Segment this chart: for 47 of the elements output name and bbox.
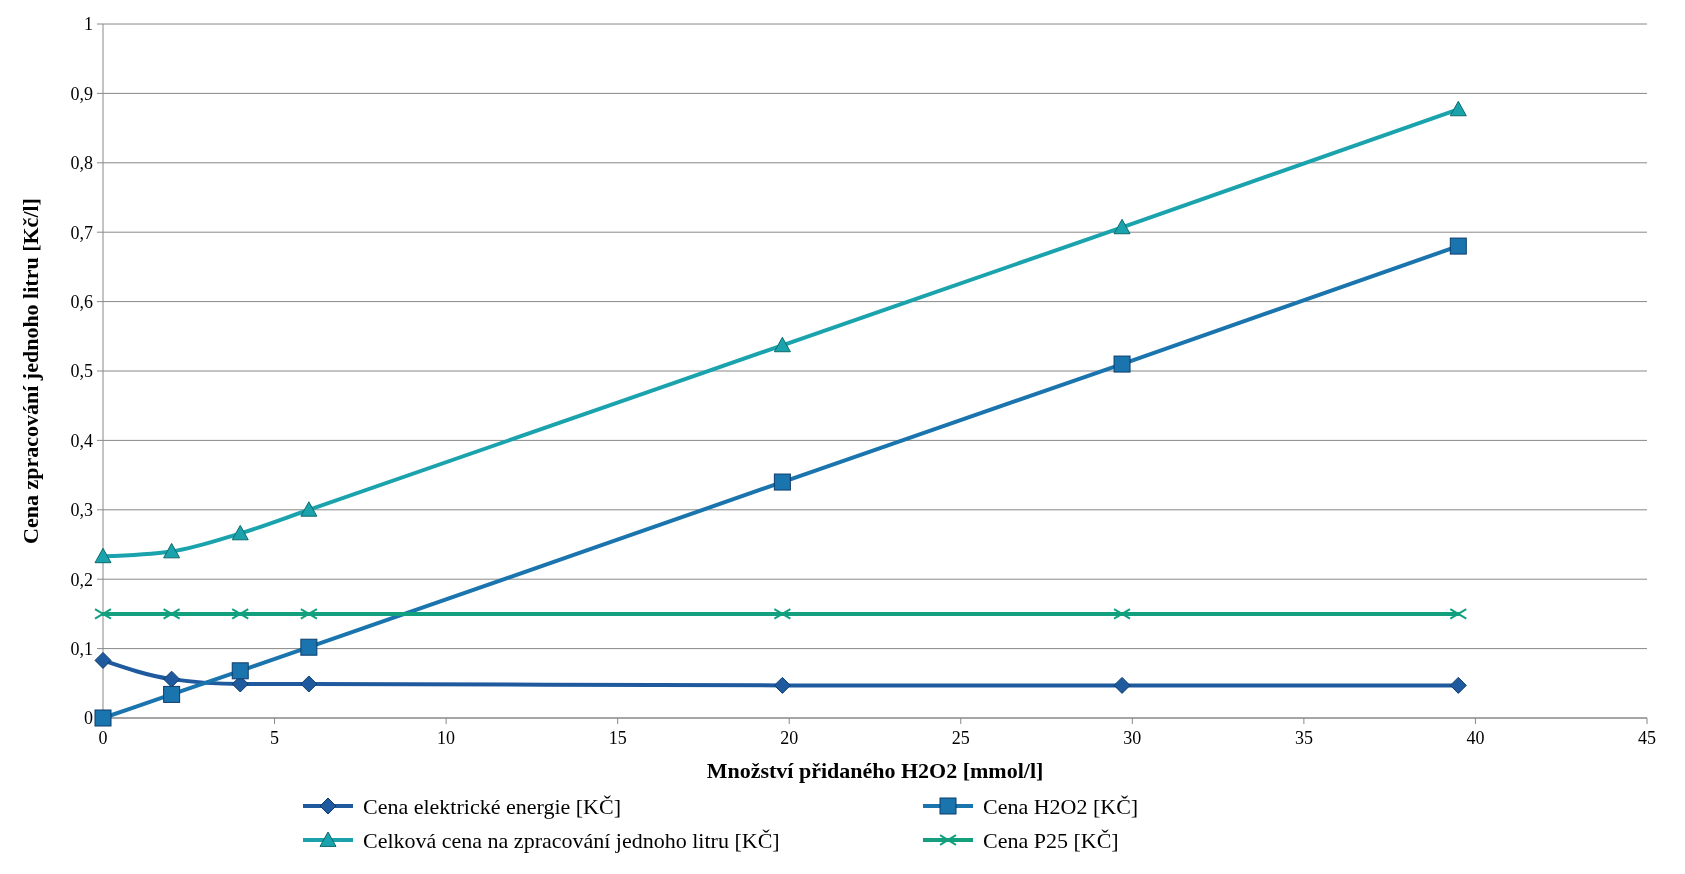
x-axis-title: Množství přidaného H2O2 [mmol/l]	[706, 758, 1044, 783]
x-tick-label: 40	[1466, 728, 1485, 748]
point	[94, 547, 112, 564]
point	[300, 501, 318, 517]
point	[163, 542, 181, 559]
x-tick-label: 25	[951, 728, 970, 748]
point	[231, 524, 249, 541]
point	[1113, 218, 1131, 235]
y-tick-label: 0,4	[70, 430, 93, 451]
point	[300, 638, 318, 656]
x-tick-label: 45	[1638, 728, 1656, 748]
y-axis-title: Cena zpracování jednoho litru [Kč/l]	[18, 198, 43, 544]
y-tick-label: 1	[84, 14, 93, 35]
point	[773, 473, 791, 491]
y-tick-label: 0,1	[70, 638, 93, 659]
x-tick-label: 15	[608, 728, 627, 748]
y-tick-label: 0,2	[70, 569, 93, 590]
legend-label: Cena elektrické energie [KČ]	[363, 793, 621, 819]
legend-label: Cena P25 [KČ]	[983, 827, 1119, 853]
y-tick-label: 0,6	[70, 291, 93, 312]
x-tick-label: 5	[270, 728, 280, 748]
point	[773, 676, 791, 694]
x-tick-label: 30	[1123, 728, 1142, 748]
point	[163, 685, 181, 703]
x-tick-label: 35	[1294, 728, 1313, 748]
point	[1449, 676, 1467, 694]
point	[94, 709, 112, 727]
point	[773, 336, 791, 353]
y-tick-label: 0,5	[70, 361, 93, 382]
x-tick-label: 10	[437, 728, 456, 748]
point	[1113, 676, 1131, 694]
x-tick-label: 0	[98, 728, 108, 748]
y-tick-label: 0,7	[70, 222, 93, 243]
y-tick-label: 0,8	[70, 153, 93, 174]
point	[1113, 355, 1131, 373]
point	[300, 675, 318, 693]
point	[231, 662, 249, 680]
y-tick-label: 0,3	[70, 500, 93, 521]
legend-label: Cena H2O2 [KČ]	[983, 793, 1139, 819]
y-tick-label: 0,9	[70, 83, 93, 104]
legend-label: Celková cena na zpracování jednoho litru [KČ]	[363, 827, 780, 853]
point	[1449, 100, 1467, 117]
point	[94, 651, 112, 669]
y-tick-label: 0	[84, 708, 93, 729]
point	[1449, 237, 1467, 255]
x-tick-label: 20	[780, 728, 799, 748]
point	[163, 670, 181, 688]
